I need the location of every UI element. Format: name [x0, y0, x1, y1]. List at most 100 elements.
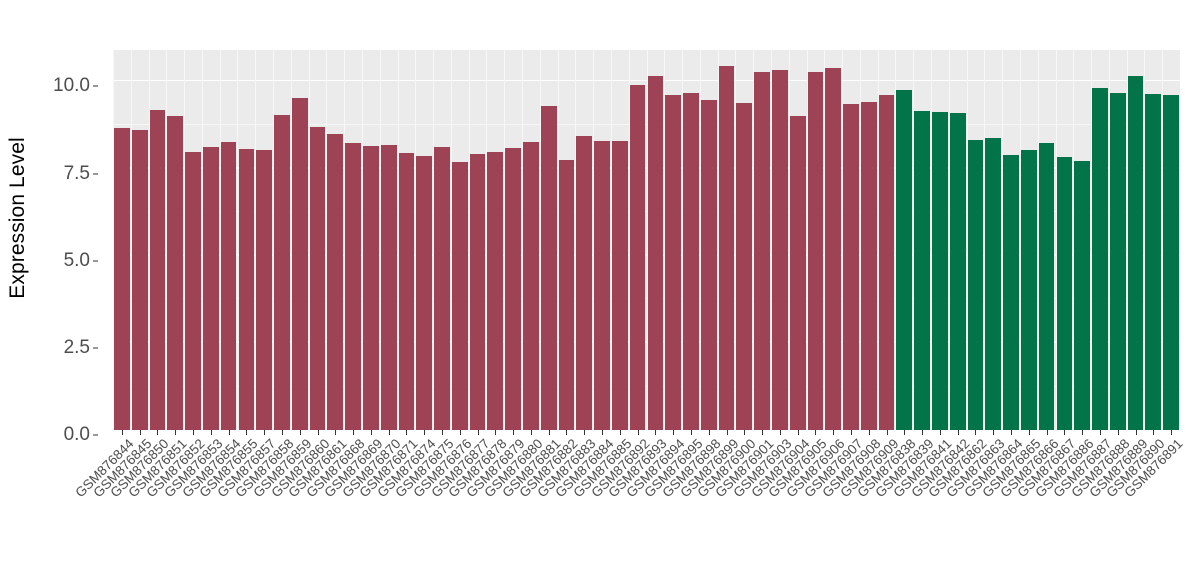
bar[interactable]	[754, 71, 770, 430]
gridline-vertical	[1055, 50, 1057, 430]
bar[interactable]	[736, 103, 753, 430]
bar[interactable]	[896, 90, 913, 430]
gridline-vertical	[735, 50, 737, 430]
x-tick-mark	[548, 430, 550, 435]
bar[interactable]	[256, 149, 273, 430]
y-axis-tick-labels: 0.0 2.5 5.0 7.5 10.0	[36, 55, 98, 445]
bar[interactable]	[202, 146, 219, 430]
bar[interactable]	[220, 141, 237, 430]
gridline-vertical	[148, 50, 150, 430]
bar[interactable]	[967, 139, 984, 430]
x-tick-mark	[228, 430, 230, 435]
bar[interactable]	[1003, 154, 1019, 430]
gridline-vertical	[770, 50, 772, 430]
bar[interactable]	[185, 152, 201, 430]
bar[interactable]	[1127, 76, 1144, 430]
x-tick-mark	[939, 430, 941, 435]
gridline-vertical	[1091, 50, 1092, 430]
gridline-vertical	[859, 50, 861, 430]
bar[interactable]	[487, 152, 504, 430]
x-tick-mark	[851, 430, 852, 435]
bar[interactable]	[238, 149, 255, 430]
bar[interactable]	[114, 128, 130, 430]
bar[interactable]	[718, 65, 735, 430]
gridline-vertical	[468, 50, 470, 430]
bar[interactable]	[131, 130, 148, 430]
x-tick-mark	[726, 430, 728, 435]
bar[interactable]	[451, 161, 468, 430]
bar[interactable]	[825, 68, 842, 430]
bar[interactable]	[1163, 94, 1179, 430]
x-tick-mark	[922, 430, 924, 435]
bar[interactable]	[949, 112, 966, 430]
x-tick-mark	[388, 430, 390, 435]
bar[interactable]	[167, 115, 184, 430]
bar[interactable]	[434, 146, 450, 430]
gridline-vertical	[1144, 50, 1146, 430]
bar[interactable]	[878, 94, 895, 430]
gridline-vertical	[219, 50, 221, 430]
bar[interactable]	[469, 153, 486, 430]
x-tick-mark	[708, 430, 710, 435]
bar[interactable]	[505, 147, 521, 430]
x-tick-mark	[246, 430, 248, 435]
bar[interactable]	[398, 152, 415, 430]
y-axis-title-text: Expression Level	[6, 136, 29, 299]
bar[interactable]	[345, 143, 361, 430]
x-tick-mark	[406, 430, 408, 435]
bar[interactable]	[1038, 143, 1055, 430]
bar[interactable]	[540, 105, 557, 430]
gridline-vertical	[450, 50, 452, 430]
x-tick-mark	[833, 430, 835, 435]
bar[interactable]	[647, 76, 664, 430]
bar[interactable]	[594, 140, 610, 430]
bar[interactable]	[914, 111, 930, 430]
x-tick-mark	[779, 430, 781, 435]
gridline-vertical	[237, 50, 239, 430]
gridline-vertical	[1019, 50, 1021, 430]
bar[interactable]	[611, 141, 628, 430]
bar[interactable]	[789, 115, 806, 430]
bar[interactable]	[1056, 157, 1073, 430]
bar[interactable]	[1074, 160, 1091, 430]
bar[interactable]	[807, 71, 824, 430]
x-tick-mark	[1082, 430, 1084, 435]
bar[interactable]	[327, 134, 344, 430]
bar[interactable]	[985, 137, 1002, 430]
gridline-vertical	[113, 50, 114, 430]
x-tick-mark	[1064, 430, 1066, 435]
x-tick-mark	[264, 430, 266, 435]
y-tick-label: 5.0	[63, 249, 90, 271]
x-tick-mark	[1117, 430, 1119, 435]
bar[interactable]	[291, 98, 308, 430]
bar[interactable]	[683, 92, 699, 430]
bar[interactable]	[380, 145, 397, 430]
gridline-vertical	[824, 50, 826, 430]
bar[interactable]	[860, 101, 877, 430]
x-tick-mark	[353, 430, 355, 435]
bar[interactable]	[932, 112, 948, 430]
bar[interactable]	[576, 136, 593, 430]
bar[interactable]	[1020, 150, 1037, 430]
bar[interactable]	[665, 94, 682, 430]
bar[interactable]	[149, 109, 166, 430]
bar[interactable]	[772, 70, 788, 430]
bar[interactable]	[700, 99, 717, 430]
x-tick-mark	[1153, 430, 1155, 435]
gridline-vertical	[842, 50, 843, 430]
bar[interactable]	[274, 114, 290, 430]
bar[interactable]	[558, 159, 575, 430]
bar[interactable]	[629, 84, 646, 430]
bar[interactable]	[843, 104, 859, 430]
bar[interactable]	[362, 145, 379, 430]
x-tick-mark	[619, 430, 621, 435]
bar[interactable]	[416, 156, 433, 430]
x-tick-mark	[175, 430, 177, 435]
bar[interactable]	[523, 142, 539, 430]
x-tick-mark	[602, 430, 604, 435]
gridline-vertical	[166, 50, 168, 430]
bar[interactable]	[1109, 92, 1126, 430]
bar[interactable]	[1145, 93, 1162, 430]
bar[interactable]	[309, 127, 326, 430]
bar[interactable]	[1092, 87, 1108, 430]
